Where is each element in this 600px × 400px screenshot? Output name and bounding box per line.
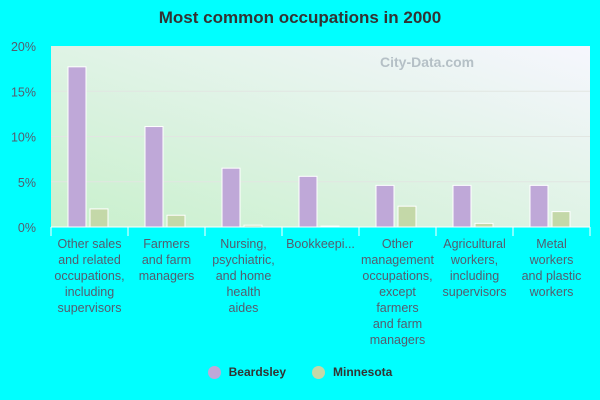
bar-minnesota[interactable] [89,208,109,228]
bar-beardsley[interactable] [452,184,472,228]
y-tick-label: 5% [18,176,36,190]
bar-beardsley[interactable] [375,184,395,228]
y-tick-label: 20% [11,40,36,54]
legend-swatch [207,365,221,379]
bar-beardsley[interactable] [144,126,164,228]
bar-beardsley[interactable] [221,167,241,228]
bar-minnesota[interactable] [397,205,417,228]
bar-beardsley[interactable] [529,184,549,228]
watermark: City-Data.com [380,54,475,70]
legend-item-minnesota[interactable]: Minnesota [312,365,392,379]
x-tick-label: Metal workers and plastic workers [521,237,582,299]
x-tick-label: Other management occupations, except far… [361,237,434,347]
legend-item-beardsley[interactable]: Beardsley [207,365,287,379]
bar-beardsley[interactable] [67,66,87,228]
bar-minnesota[interactable] [551,211,571,228]
bar-minnesota[interactable] [474,222,494,228]
legend-label: Beardsley [228,365,287,379]
x-tick-label: Other sales and related occupations, inc… [54,237,125,315]
x-tick-label: Farmers and farm managers [138,237,195,283]
x-tick-label: Nursing, psychiatric, and home health ai… [212,237,275,315]
y-tick-label: 0% [18,221,36,235]
legend: Beardsley Minnesota [0,365,600,379]
x-tick-label: Agricultural workers, including supervis… [442,237,507,299]
x-tick-label: Bookkeepi... [286,237,355,251]
legend-swatch [312,365,326,379]
bar-beardsley[interactable] [298,175,318,228]
bar-minnesota[interactable] [166,214,186,228]
legend-label: Minnesota [333,365,393,379]
chart-title: Most common occupations in 2000 [158,8,442,27]
y-tick-label: 15% [11,85,36,99]
y-tick-label: 10% [11,131,36,145]
